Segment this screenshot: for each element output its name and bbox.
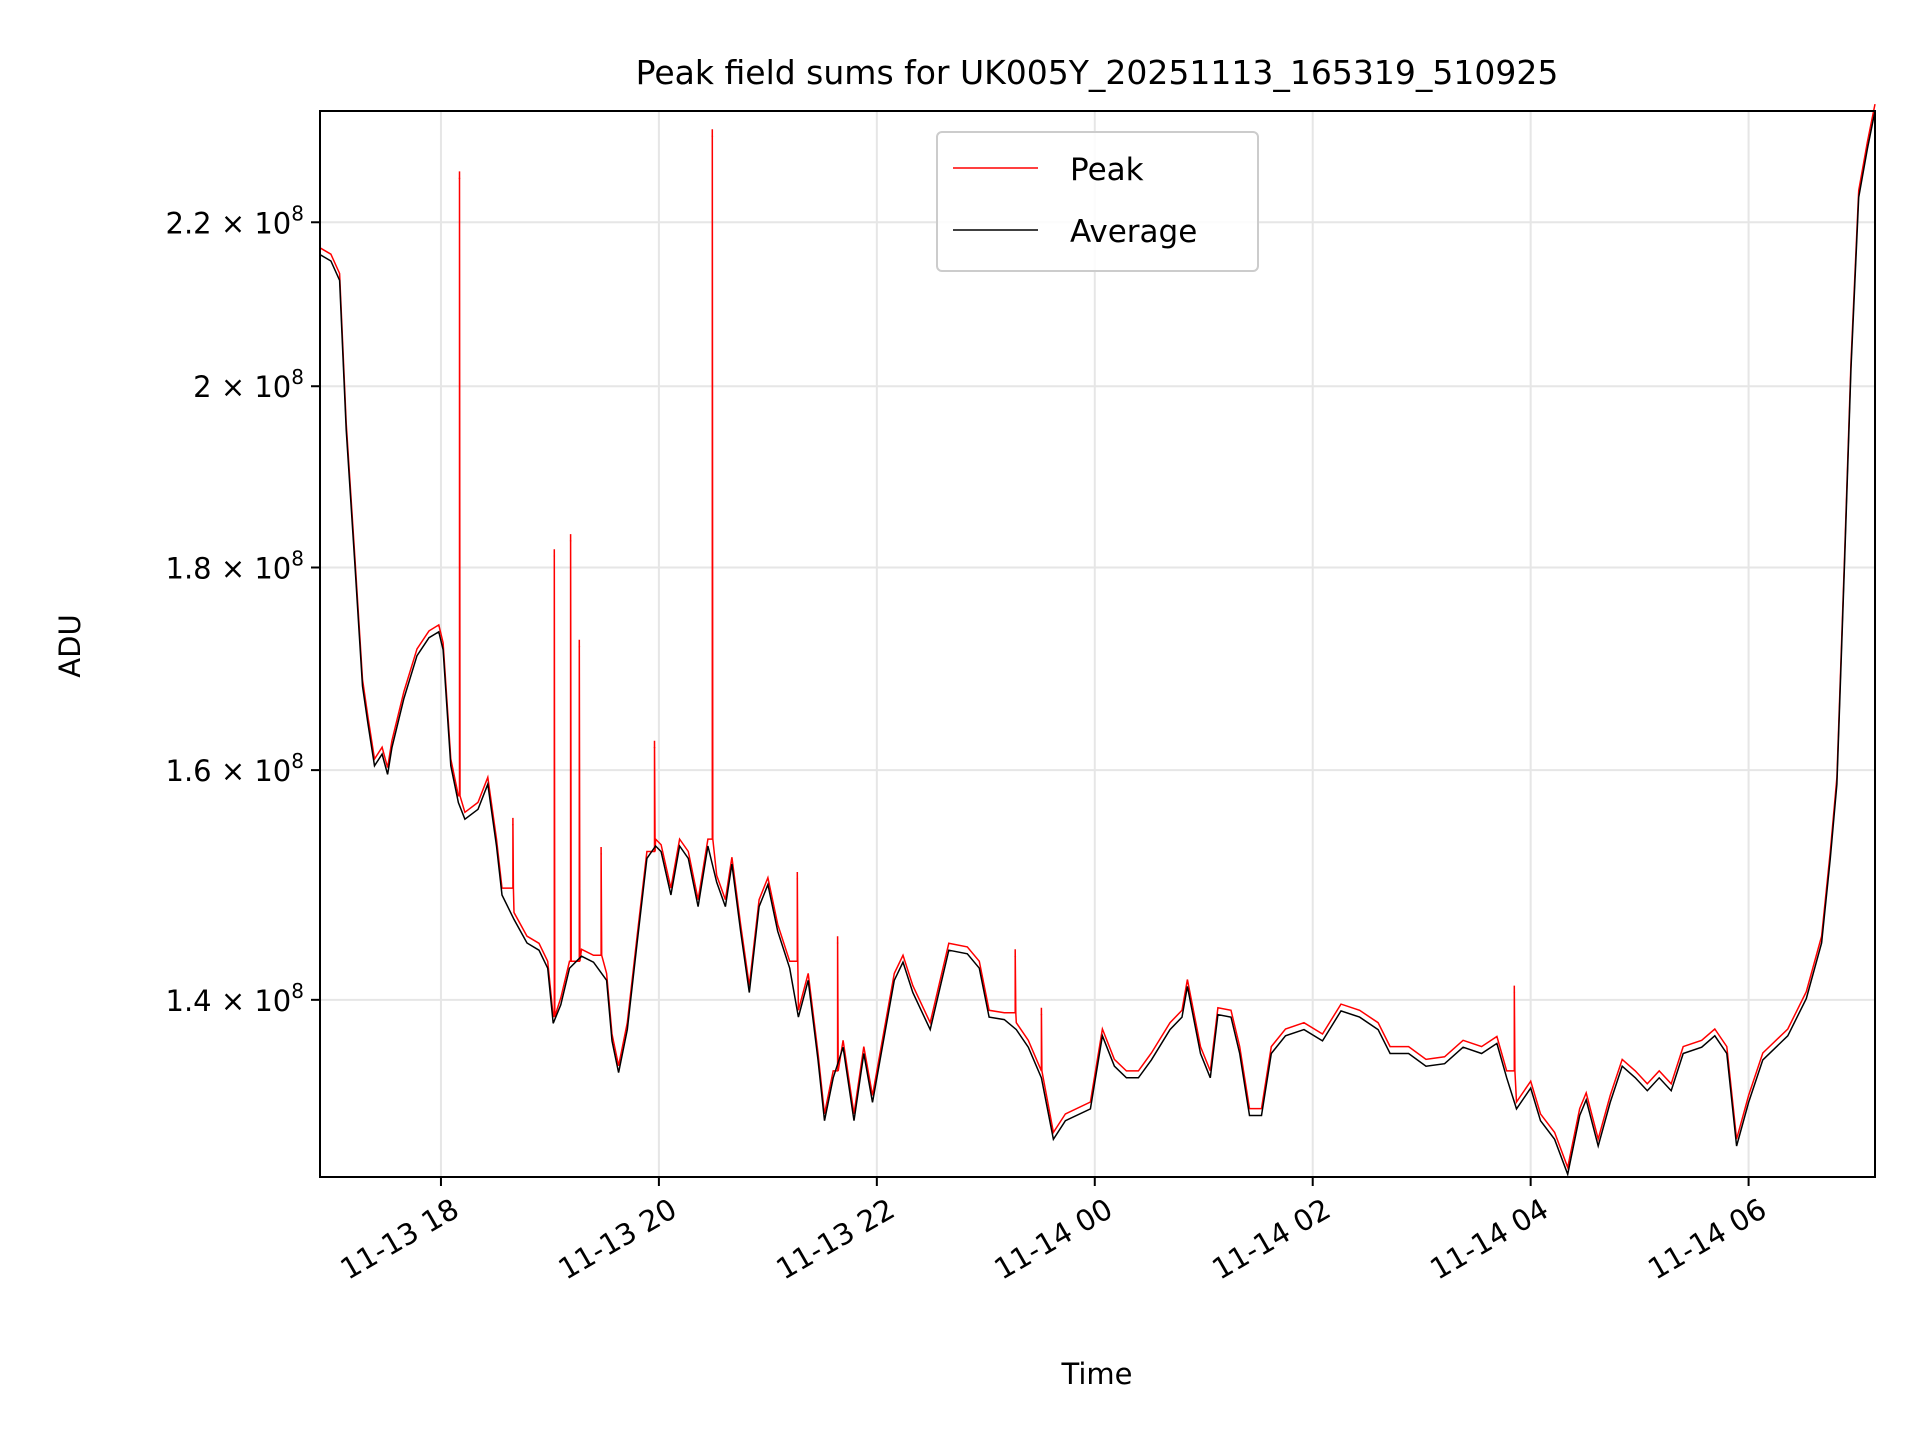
y-tick-label: 1.4 × 108 [166, 979, 305, 1018]
x-tick-label: 11-14 06 [1642, 1192, 1772, 1287]
peak-spike-point [711, 135, 714, 137]
legend-box [936, 131, 1259, 272]
series-average-line [319, 110, 1876, 1178]
x-tick-label: 11-13 18 [335, 1192, 465, 1287]
peak-spike-point [836, 942, 839, 944]
y-tick-label: 1.6 × 108 [166, 749, 305, 788]
x-tick-label: 11-14 04 [1424, 1192, 1554, 1287]
x-tick-label: 11-14 00 [988, 1192, 1118, 1287]
peak-spike-point [578, 645, 581, 648]
y-tick-label: 2.2 × 108 [166, 201, 305, 240]
peak-spike-point [458, 177, 461, 180]
y-axis-label: ADU [53, 614, 87, 677]
legend-label-peak: Peak [1070, 152, 1144, 188]
peak-spike-point [796, 878, 799, 880]
y-axis: 1.4 × 108 1.6 × 108 1.8 × 108 2 × 108 2.2 × … [166, 201, 320, 1018]
x-axis: 11-13 18 11-13 20 11-13 22 11-14 00 11-14 02… [335, 1177, 1772, 1287]
legend: Peak Average [936, 131, 1259, 272]
x-tick-label: 11-13 20 [552, 1192, 682, 1287]
peak-spike-point [569, 540, 572, 542]
peak-spike-point [1513, 991, 1516, 994]
x-tick-label: 11-14 02 [1206, 1192, 1336, 1287]
x-axis-label: Time [1061, 1357, 1133, 1391]
chart-title: Peak field sums for UK005Y_20251113_1653… [636, 53, 1559, 92]
grid [320, 111, 1875, 1177]
legend-label-average: Average [1070, 214, 1197, 250]
x-tick-label: 11-13 22 [770, 1192, 900, 1287]
peak-spike-point [553, 555, 556, 557]
peak-spike-point [1040, 1013, 1043, 1016]
y-tick-label: 1.8 × 108 [166, 546, 305, 585]
axes-frame [319, 110, 1876, 1178]
peak-spike-point [600, 853, 602, 855]
plot-area [319, 103, 1876, 1178]
peak-spike-point [653, 746, 656, 749]
peak-spike-point [512, 823, 514, 826]
y-tick-label: 2 × 108 [193, 365, 304, 404]
peak-spike-point [1014, 955, 1017, 957]
